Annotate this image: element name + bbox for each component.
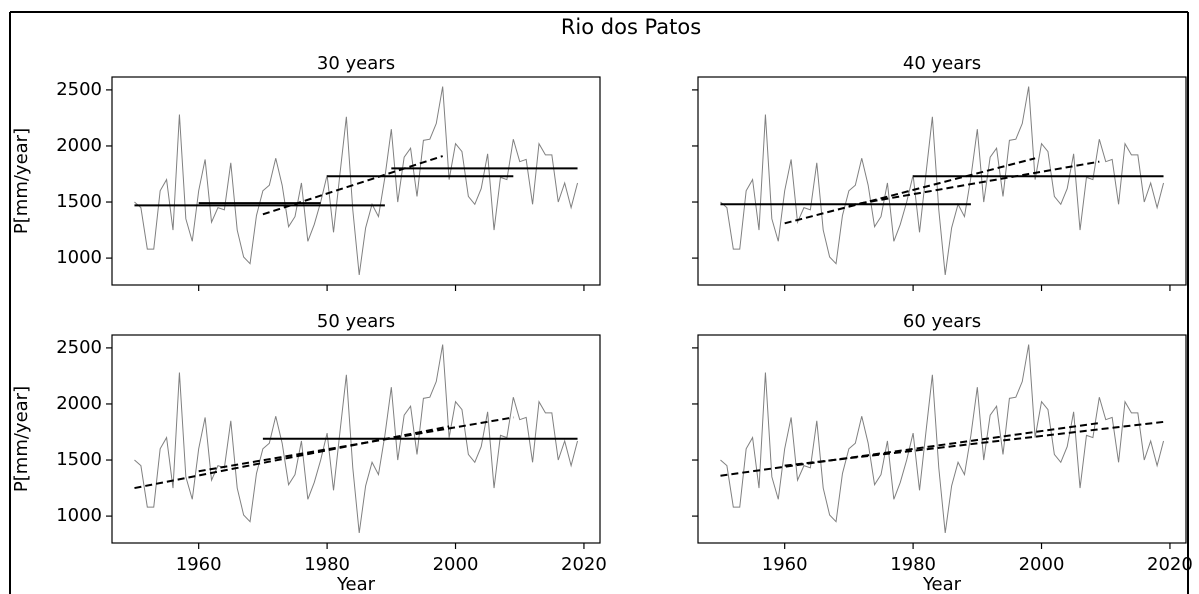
y-tick-label: 1500 (56, 191, 102, 212)
y-tick-label: 2500 (56, 79, 102, 100)
x-tick-label: 2000 (433, 554, 479, 575)
panel: 60 years 1960 1980 2000 2020 Year (692, 311, 1193, 594)
trend-line (848, 160, 1100, 207)
figure-title: Rio dos Patos (561, 15, 701, 39)
axes-frame (697, 76, 1187, 286)
trend-line (784, 157, 1036, 225)
y-axis-label: P[mm/year] (11, 386, 32, 492)
panel-title: 60 years (903, 311, 981, 332)
axes-frame (697, 334, 1187, 544)
series-group (134, 86, 579, 275)
panel-title: 50 years (317, 311, 395, 332)
trend-line (198, 416, 514, 473)
panel: 50 years 1960 1980 2000 2020 1000 1500 2000 2500… (11, 311, 607, 594)
axes-frame (111, 76, 601, 286)
axes-frame (111, 334, 601, 544)
x-axis-label: Year (336, 574, 376, 594)
x-tick-label: 2020 (561, 554, 607, 575)
trend-line (262, 155, 443, 216)
precipitation-line (134, 86, 579, 275)
x-tick-label: 1980 (304, 554, 350, 575)
y-axis-label: P[mm/year] (11, 128, 32, 234)
precipitation-line (720, 86, 1165, 275)
y-tick-label: 2500 (56, 337, 102, 358)
precipitation-line (134, 344, 579, 533)
y-tick-label: 1000 (56, 247, 102, 268)
x-tick-label: 2000 (1019, 554, 1065, 575)
x-tick-label: 1980 (890, 554, 936, 575)
y-tick-label: 2000 (56, 393, 102, 414)
panel: 30 years 1000 1500 2000 2500 P[mm/year] (11, 53, 601, 291)
panel: 40 years (692, 53, 1187, 291)
x-tick-label: 1960 (176, 554, 222, 575)
series-group (720, 344, 1165, 533)
x-tick-label: 1960 (762, 554, 808, 575)
trend-line (720, 422, 1100, 477)
y-tick-label: 1000 (56, 505, 102, 526)
y-tick-label: 1500 (56, 449, 102, 470)
x-tick-label: 2020 (1147, 554, 1193, 575)
series-group (134, 344, 579, 533)
precipitation-line (720, 344, 1165, 533)
x-axis-label: Year (922, 574, 962, 594)
trend-line (784, 420, 1164, 467)
panel-title: 40 years (903, 53, 981, 74)
panel-title: 30 years (317, 53, 395, 74)
series-group (720, 86, 1165, 275)
y-tick-label: 2000 (56, 135, 102, 156)
